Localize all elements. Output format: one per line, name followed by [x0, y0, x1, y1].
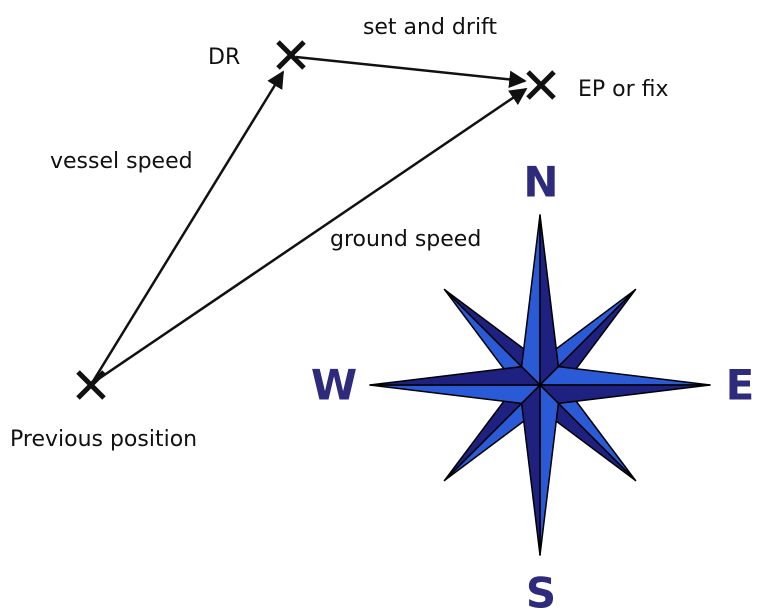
- compass-rose: [369, 214, 711, 556]
- ep-label: EP or fix: [578, 77, 669, 102]
- set-drift-arrow: [295, 55, 527, 89]
- main-point-dark: [520, 384, 541, 556]
- dr-label: DR: [208, 45, 240, 70]
- south-label: S: [526, 569, 556, 614]
- main-point-dark: [539, 384, 711, 405]
- vessel-speed-arrow: [90, 70, 285, 384]
- cross-marks: [76, 40, 556, 400]
- dr-mark: [276, 40, 306, 70]
- previous-mark: [76, 370, 106, 400]
- main-point-light: [539, 384, 560, 556]
- main-point-light: [520, 214, 541, 386]
- ep-mark: [526, 70, 556, 100]
- main-point-light: [539, 365, 711, 386]
- main-point-dark: [539, 214, 560, 386]
- main-point-dark: [369, 365, 541, 386]
- ground-speed-label: ground speed: [330, 227, 481, 252]
- arrows: [90, 55, 528, 384]
- vessel-speed-label: vessel speed: [50, 149, 193, 174]
- set-drift-label: set and drift: [363, 15, 497, 40]
- east-label: E: [726, 361, 755, 410]
- ground-speed-arrow: [93, 87, 528, 384]
- west-label: W: [311, 361, 357, 410]
- north-label: N: [523, 158, 558, 207]
- main-point-light: [369, 384, 541, 405]
- previous-label: Previous position: [10, 427, 197, 452]
